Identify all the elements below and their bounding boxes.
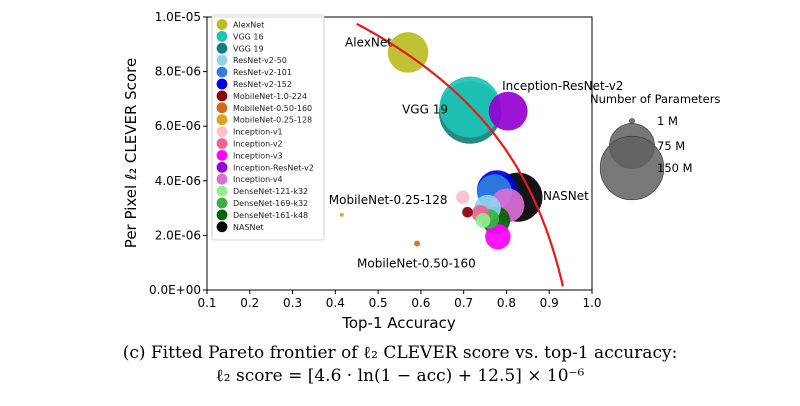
legend-box bbox=[211, 14, 325, 241]
x-axis-label: Top-1 Accuracy bbox=[341, 314, 456, 332]
y-axis-label: Per Pixel ℓ₂ CLEVER Score bbox=[122, 58, 140, 248]
annotation-nasnet: NASNet bbox=[543, 189, 589, 203]
legend-label-densenet-161-k48: DenseNet-161-k48 bbox=[233, 211, 308, 220]
figure-caption: (c) Fitted Pareto frontier of ℓ₂ CLEVER … bbox=[0, 342, 800, 388]
legend-label-mobilenet-0-50-160: MobileNet-0.50-160 bbox=[233, 104, 312, 113]
point-annotations: AlexNet VGG 19 Inception-ResNet-v2 MobileNe… bbox=[329, 35, 624, 270]
point-inception-resnet-v2 bbox=[488, 91, 528, 131]
x-tick-label: 0.2 bbox=[240, 296, 259, 310]
legend-label-resnet-v2-152: ResNet-v2-152 bbox=[233, 80, 292, 89]
point-inception-v3 bbox=[485, 224, 511, 250]
legend-label-inception-v3: Inception-v3 bbox=[233, 151, 283, 160]
legend-label-inception-v1: Inception-v1 bbox=[233, 128, 283, 137]
annotation-inception-resnet-v2: Inception-ResNet-v2 bbox=[502, 79, 623, 93]
y-tick-label: 1.0E-05 bbox=[155, 10, 201, 24]
legend-marker-inception-v4 bbox=[216, 173, 228, 185]
caption-line-1: (c) Fitted Pareto frontier of ℓ₂ CLEVER … bbox=[122, 343, 678, 363]
legend-marker-resnet-v2-152 bbox=[216, 78, 228, 90]
annotation-mobilenet-0-50-160: MobileNet-0.50-160 bbox=[357, 257, 476, 271]
clever-pareto-chart: AlexNet VGG 19 Inception-ResNet-v2 MobileNe… bbox=[122, 10, 720, 332]
size-legend-title: Number of Parameters bbox=[590, 92, 720, 106]
annotation-alexnet: AlexNet bbox=[345, 35, 392, 49]
x-tick-label: 0.6 bbox=[411, 296, 430, 310]
point-mobilenet-0-50-160 bbox=[414, 240, 421, 247]
x-tick-label: 0.1 bbox=[197, 296, 216, 310]
legend-label-inception-v2: Inception-v2 bbox=[233, 140, 283, 149]
legend-marker-inception-v1 bbox=[216, 126, 228, 137]
legend-marker-nasnet bbox=[216, 221, 228, 233]
legend-label-nasnet: NASNet bbox=[233, 223, 264, 232]
size-legend: Number of Parameters 1 M 75 M 150 M bbox=[590, 92, 720, 201]
legend-label-resnet-v2-101: ResNet-v2-101 bbox=[233, 68, 292, 77]
legend-label-inception-resnet-v2: Inception-ResNet-v2 bbox=[233, 163, 314, 172]
size-legend-label-1-m: 1 M bbox=[657, 114, 678, 128]
y-tick-label: 4.0E-06 bbox=[155, 174, 201, 188]
legend-marker-alexnet bbox=[216, 19, 228, 30]
y-tick-label: 8.0E-06 bbox=[155, 65, 201, 79]
x-tick-label: 0.5 bbox=[369, 296, 388, 310]
legend-label-densenet-121-k32: DenseNet-121-k32 bbox=[233, 187, 308, 196]
legend-marker-inception-v3 bbox=[216, 150, 228, 161]
legend-label-vgg-19: VGG 19 bbox=[233, 44, 264, 53]
size-legend-items: 1 M 75 M 150 M bbox=[599, 114, 693, 201]
legend-marker-densenet-121-k32 bbox=[216, 185, 228, 197]
legend-marker-densenet-161-k48 bbox=[216, 209, 228, 221]
legend-label-inception-v4: Inception-v4 bbox=[233, 175, 283, 184]
annotation-mobilenet-0-25-128: MobileNet-0.25-128 bbox=[329, 193, 448, 207]
annotation-vgg-19: VGG 19 bbox=[402, 103, 448, 117]
legend-label-mobilenet-1-0-224: MobileNet-1.0-224 bbox=[233, 92, 307, 101]
point-densenet-121-k32 bbox=[475, 213, 491, 228]
size-legend-label-150-m: 150 M bbox=[657, 161, 693, 175]
plot-area: AlexNet VGG 19 Inception-ResNet-v2 MobileNe… bbox=[206, 16, 624, 291]
point-mobilenet-0-25-128 bbox=[339, 212, 344, 217]
plot-frame bbox=[206, 16, 593, 291]
legend-marker-inception-resnet-v2 bbox=[216, 161, 228, 173]
y-tick-label: 2.0E-06 bbox=[155, 228, 201, 242]
legend-label-vgg-16: VGG 16 bbox=[233, 32, 264, 41]
legend-items: AlexNet VGG 16 VGG 19 ResNet-v2-50 ResNet-v2… bbox=[216, 19, 314, 233]
x-axis-ticks: 0.1 0.2 0.3 0.4 0.5 0.6 0.7 0.8 0.9 1.0 bbox=[197, 290, 602, 310]
point-alexnet bbox=[387, 32, 429, 73]
legend-label-resnet-v2-50: ResNet-v2-50 bbox=[233, 56, 287, 65]
legend-marker-densenet-169-k32 bbox=[216, 197, 228, 209]
y-tick-label: 0.0E+00 bbox=[149, 283, 201, 297]
legend-marker-resnet-v2-50 bbox=[216, 54, 228, 66]
legend-label-densenet-169-k32: DenseNet-169-k32 bbox=[233, 199, 308, 208]
x-tick-label: 0.3 bbox=[283, 296, 302, 310]
pareto-frontier-curve bbox=[356, 22, 564, 287]
x-tick-label: 0.4 bbox=[326, 296, 345, 310]
caption-line-2: ℓ₂ score = [4.6 · ln(1 − acc) + 12.5] × … bbox=[215, 366, 585, 386]
size-legend-label-75-m: 75 M bbox=[657, 139, 685, 153]
point-inception-v1 bbox=[456, 190, 470, 204]
x-tick-label: 1.0 bbox=[582, 296, 601, 310]
x-tick-label: 0.9 bbox=[540, 296, 559, 310]
point-mobilenet-1-0-224 bbox=[462, 206, 473, 218]
legend-label-mobilenet-0-25-128: MobileNet-0.25-128 bbox=[233, 116, 312, 125]
y-axis-ticks: 0.0E+00 2.0E-06 4.0E-06 6.0E-06 8.0E-06 1.0E-… bbox=[149, 10, 207, 297]
x-tick-label: 0.7 bbox=[454, 296, 473, 310]
legend-marker-inception-v2 bbox=[216, 138, 228, 149]
legend-marker-vgg-16 bbox=[216, 31, 228, 42]
size-legend-marker-1-m bbox=[629, 118, 635, 124]
x-tick-label: 0.8 bbox=[497, 296, 516, 310]
legend-marker-mobilenet-0-50-160 bbox=[216, 102, 228, 114]
legend-marker-mobilenet-0-25-128 bbox=[216, 114, 228, 126]
legend-marker-mobilenet-1-0-224 bbox=[216, 90, 228, 102]
size-legend-marker-150-m bbox=[599, 135, 665, 201]
y-tick-label: 6.0E-06 bbox=[155, 119, 201, 133]
legend-marker-resnet-v2-101 bbox=[216, 66, 228, 78]
legend-marker-vgg-19 bbox=[216, 42, 228, 54]
legend-label-alexnet: AlexNet bbox=[233, 21, 264, 30]
legend: AlexNet VGG 16 VGG 19 ResNet-v2-50 ResNet-v2… bbox=[211, 14, 325, 241]
